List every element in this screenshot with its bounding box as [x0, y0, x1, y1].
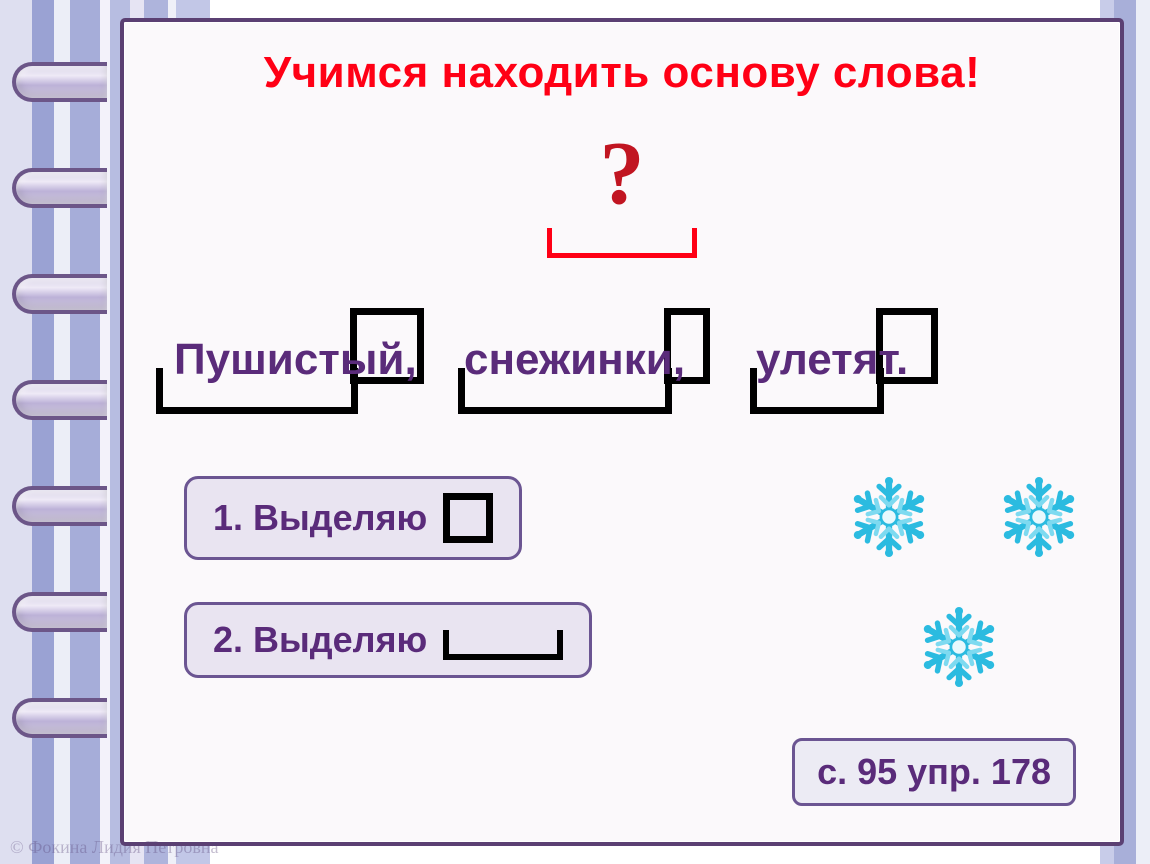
step-card-2: 2. Выделяю — [184, 602, 592, 678]
snowflake-icon — [844, 472, 934, 562]
spiral-binding — [0, 0, 120, 864]
notebook-page: Учимся находить основу слова! ? Пушистый… — [120, 18, 1124, 846]
word-unit-3: улетят. — [756, 338, 976, 438]
ending-marker-icon — [443, 493, 493, 543]
spiral-ring — [12, 168, 107, 208]
word-unit-2: снежинки, — [464, 338, 748, 438]
spiral-ring — [12, 62, 107, 102]
word-3: улетят. — [756, 338, 908, 390]
word-1: Пушистый, — [174, 338, 417, 390]
reference-text: с. 95 упр. 178 — [817, 751, 1051, 792]
spiral-ring — [12, 274, 107, 314]
stem-bracket-icon — [547, 228, 697, 258]
spiral-ring — [12, 698, 107, 738]
spiral-ring — [12, 486, 107, 526]
page-title: Учимся находить основу слова! — [164, 48, 1080, 98]
step-1-label: 1. Выделяю — [213, 497, 427, 539]
words-row: Пушистый, снежинки, улетят. — [174, 338, 1076, 438]
snowflake-icon — [914, 602, 1004, 692]
word-unit-1: Пушистый, — [174, 338, 456, 438]
reference-card: с. 95 упр. 178 — [792, 738, 1076, 806]
snowflake-icon — [994, 472, 1084, 562]
spiral-ring — [12, 592, 107, 632]
step-2-label: 2. Выделяю — [213, 619, 427, 661]
question-mark-icon: ? — [537, 136, 707, 213]
page: Учимся находить основу слова! ? Пушистый… — [0, 0, 1150, 864]
question-mark-box: ? — [537, 140, 707, 258]
word-2: снежинки, — [464, 338, 685, 390]
step-card-1: 1. Выделяю — [184, 476, 522, 560]
stem-marker-icon — [443, 630, 563, 660]
copyright: © Фокина Лидия Петровна — [10, 837, 219, 858]
spiral-ring — [12, 380, 107, 420]
